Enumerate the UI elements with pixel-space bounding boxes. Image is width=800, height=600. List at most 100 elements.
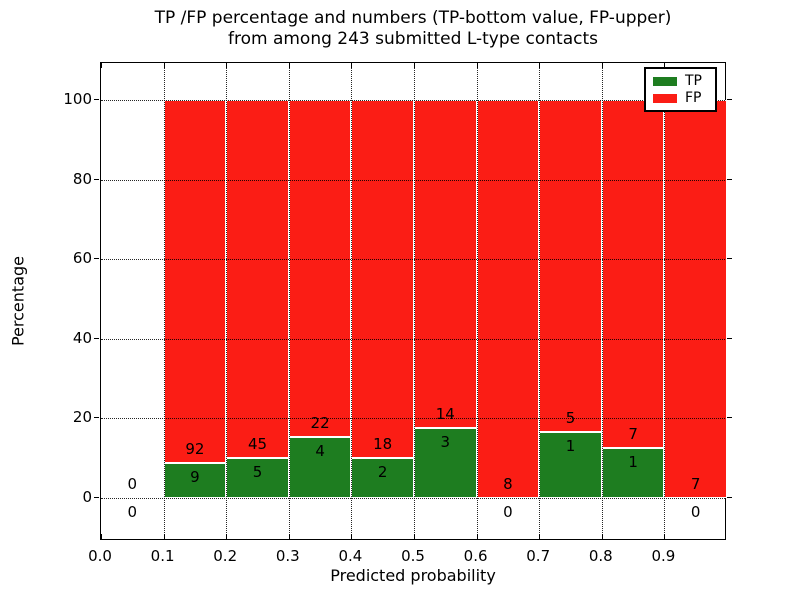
x-tick-mark [163, 534, 165, 539]
x-tick-mark [414, 63, 415, 68]
tp-color-swatch [653, 76, 677, 86]
x-axis-label: Predicted probability [330, 566, 496, 585]
tp-count-label: 9 [190, 467, 200, 486]
v-gridline [476, 63, 478, 539]
y-tick-mark [727, 258, 732, 260]
h-gridline [101, 338, 725, 340]
tp-count-label: 0 [690, 503, 701, 522]
x-tick-label: 0.5 [401, 547, 425, 565]
chart-title-line1: TP /FP percentage and numbers (TP-bottom… [154, 8, 672, 28]
y-tick-label: 40 [72, 328, 92, 347]
v-gridline [226, 63, 228, 539]
x-tick-mark [476, 534, 478, 539]
v-gridline [288, 63, 290, 539]
y-tick-label: 20 [72, 408, 92, 427]
fp-bar [226, 100, 289, 459]
y-tick-mark [727, 497, 732, 499]
fp-bar [351, 100, 414, 459]
y-tick-mark [727, 337, 732, 339]
legend: TP FP [644, 67, 717, 112]
x-tick-mark [351, 63, 353, 68]
tp-count-label: 1 [628, 453, 638, 472]
y-tick-mark [727, 178, 732, 180]
fp-bar [664, 100, 727, 498]
tp-count-label: 5 [252, 463, 263, 482]
legend-label-tp: TP [685, 73, 702, 89]
x-tick-mark [288, 534, 290, 539]
fp-bar [163, 100, 227, 463]
x-tick-mark [414, 534, 415, 539]
fp-count-label: 8 [503, 475, 513, 494]
x-tick-mark [101, 63, 102, 68]
h-gridline [101, 179, 725, 181]
tp-count-label: 0 [503, 503, 513, 522]
fp-bar [288, 100, 352, 437]
y-tick-mark [94, 337, 99, 339]
tp-bar [163, 462, 227, 498]
v-gridline [601, 63, 603, 539]
tp-count-label: 4 [315, 441, 325, 460]
x-tick-mark [664, 534, 666, 539]
x-tick-label: 0.6 [463, 547, 488, 565]
v-gridline [539, 63, 541, 539]
x-tick-label: 0.4 [338, 547, 363, 565]
h-gridline [101, 498, 725, 500]
chart-title: TP /FP percentage and numbers (TP-bottom… [100, 8, 726, 50]
fp-bar [414, 100, 477, 428]
x-tick-label: 0.1 [150, 547, 175, 565]
x-tick-mark [351, 534, 353, 539]
x-tick-label: 0.0 [88, 547, 112, 565]
fp-count-label: 45 [247, 435, 268, 454]
h-gridline [101, 259, 725, 261]
tp-bar [351, 458, 414, 498]
y-tick-mark [94, 99, 99, 100]
x-tick-label: 0.7 [526, 547, 551, 565]
chart-title-line2: from among 243 submitted L-type contacts [227, 29, 598, 49]
tp-bar [539, 431, 602, 498]
tp-bar [226, 458, 289, 498]
fp-bar [476, 100, 540, 498]
x-tick-mark [288, 63, 290, 68]
fp-bar [539, 100, 602, 432]
fp-count-label: 7 [628, 425, 638, 444]
x-tick-label: 0.3 [275, 547, 300, 565]
y-tick-mark [94, 497, 99, 499]
y-tick-mark [94, 258, 99, 260]
legend-item-tp: TP [653, 74, 708, 88]
x-tick-label: 0.9 [651, 547, 676, 565]
y-tick-label: 60 [72, 249, 92, 268]
v-gridline [163, 63, 165, 539]
tp-count-label: 3 [440, 432, 451, 451]
v-gridline [414, 63, 415, 539]
y-tick-mark [94, 178, 99, 180]
h-gridline [101, 100, 725, 101]
fp-bar [601, 100, 665, 449]
x-tick-mark [226, 534, 228, 539]
fp-color-swatch [653, 93, 677, 103]
fp-count-label: 14 [435, 404, 455, 423]
tp-count-label: 2 [377, 463, 388, 482]
x-tick-mark [601, 534, 603, 539]
x-tick-label: 0.2 [213, 547, 238, 565]
fp-count-label: 5 [565, 408, 576, 427]
y-tick-label: 0 [82, 488, 92, 507]
y-tick-label: 100 [63, 90, 92, 108]
fp-count-label: 0 [127, 475, 138, 494]
x-tick-mark [539, 63, 541, 68]
x-tick-mark [101, 534, 102, 539]
plot-area: 0 0 92 9 45 5 22 4 18 2 14 3 8 0 5 1 7 1 7 0 [100, 62, 727, 540]
fp-count-label: 22 [310, 413, 330, 432]
x-tick-mark [664, 63, 666, 68]
x-tick-mark [601, 63, 603, 68]
tp-count-label: 1 [565, 436, 576, 455]
legend-item-fp: FP [653, 91, 708, 105]
y-tick-mark [94, 417, 99, 419]
y-tick-label: 80 [72, 169, 92, 188]
fp-count-label: 7 [690, 475, 701, 494]
fp-count-label: 92 [185, 439, 205, 458]
x-tick-label: 0.8 [588, 547, 613, 565]
h-gridline [101, 418, 725, 420]
fp-count-label: 18 [373, 435, 393, 454]
x-tick-mark [226, 63, 228, 68]
